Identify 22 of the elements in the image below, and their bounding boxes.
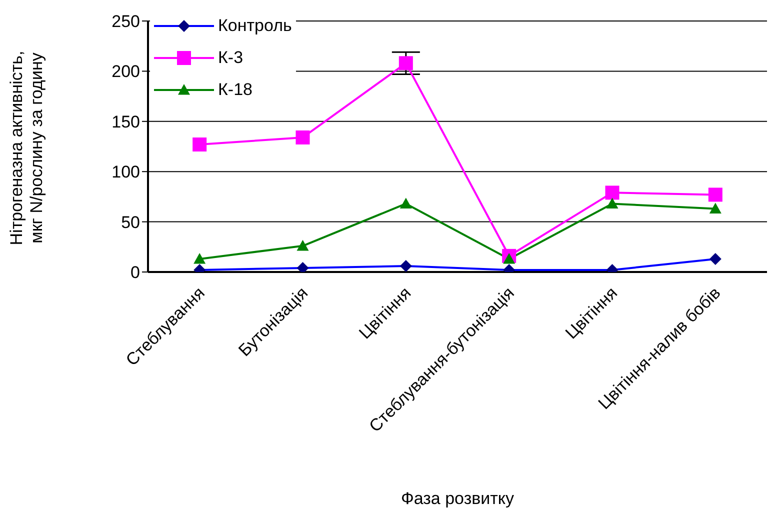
y-tick-label: 0: [130, 263, 140, 282]
y-axis-title: Нітрогеназна активність, мкг N/рослину за годину: [7, 50, 46, 246]
y-tick-label: 100: [112, 162, 140, 182]
point: [605, 186, 620, 200]
y-tick-label: 250: [112, 12, 140, 32]
y-tick-label: 200: [112, 62, 140, 82]
y-tick-label: 150: [112, 112, 140, 132]
legend-label: К-18: [218, 80, 252, 100]
point: [296, 130, 310, 144]
point: [708, 188, 722, 202]
point: [192, 137, 207, 152]
point: [503, 252, 516, 264]
point: [606, 198, 618, 209]
legend-label: К-3: [218, 48, 244, 68]
point: [400, 198, 412, 209]
legend-label: Контроль: [218, 16, 292, 36]
point: [709, 202, 722, 214]
point: [194, 252, 206, 264]
y-tick-label: 50: [121, 212, 140, 232]
point: [398, 56, 413, 70]
point: [296, 240, 309, 251]
x-axis-title: Фаза розвитку: [400, 489, 515, 508]
